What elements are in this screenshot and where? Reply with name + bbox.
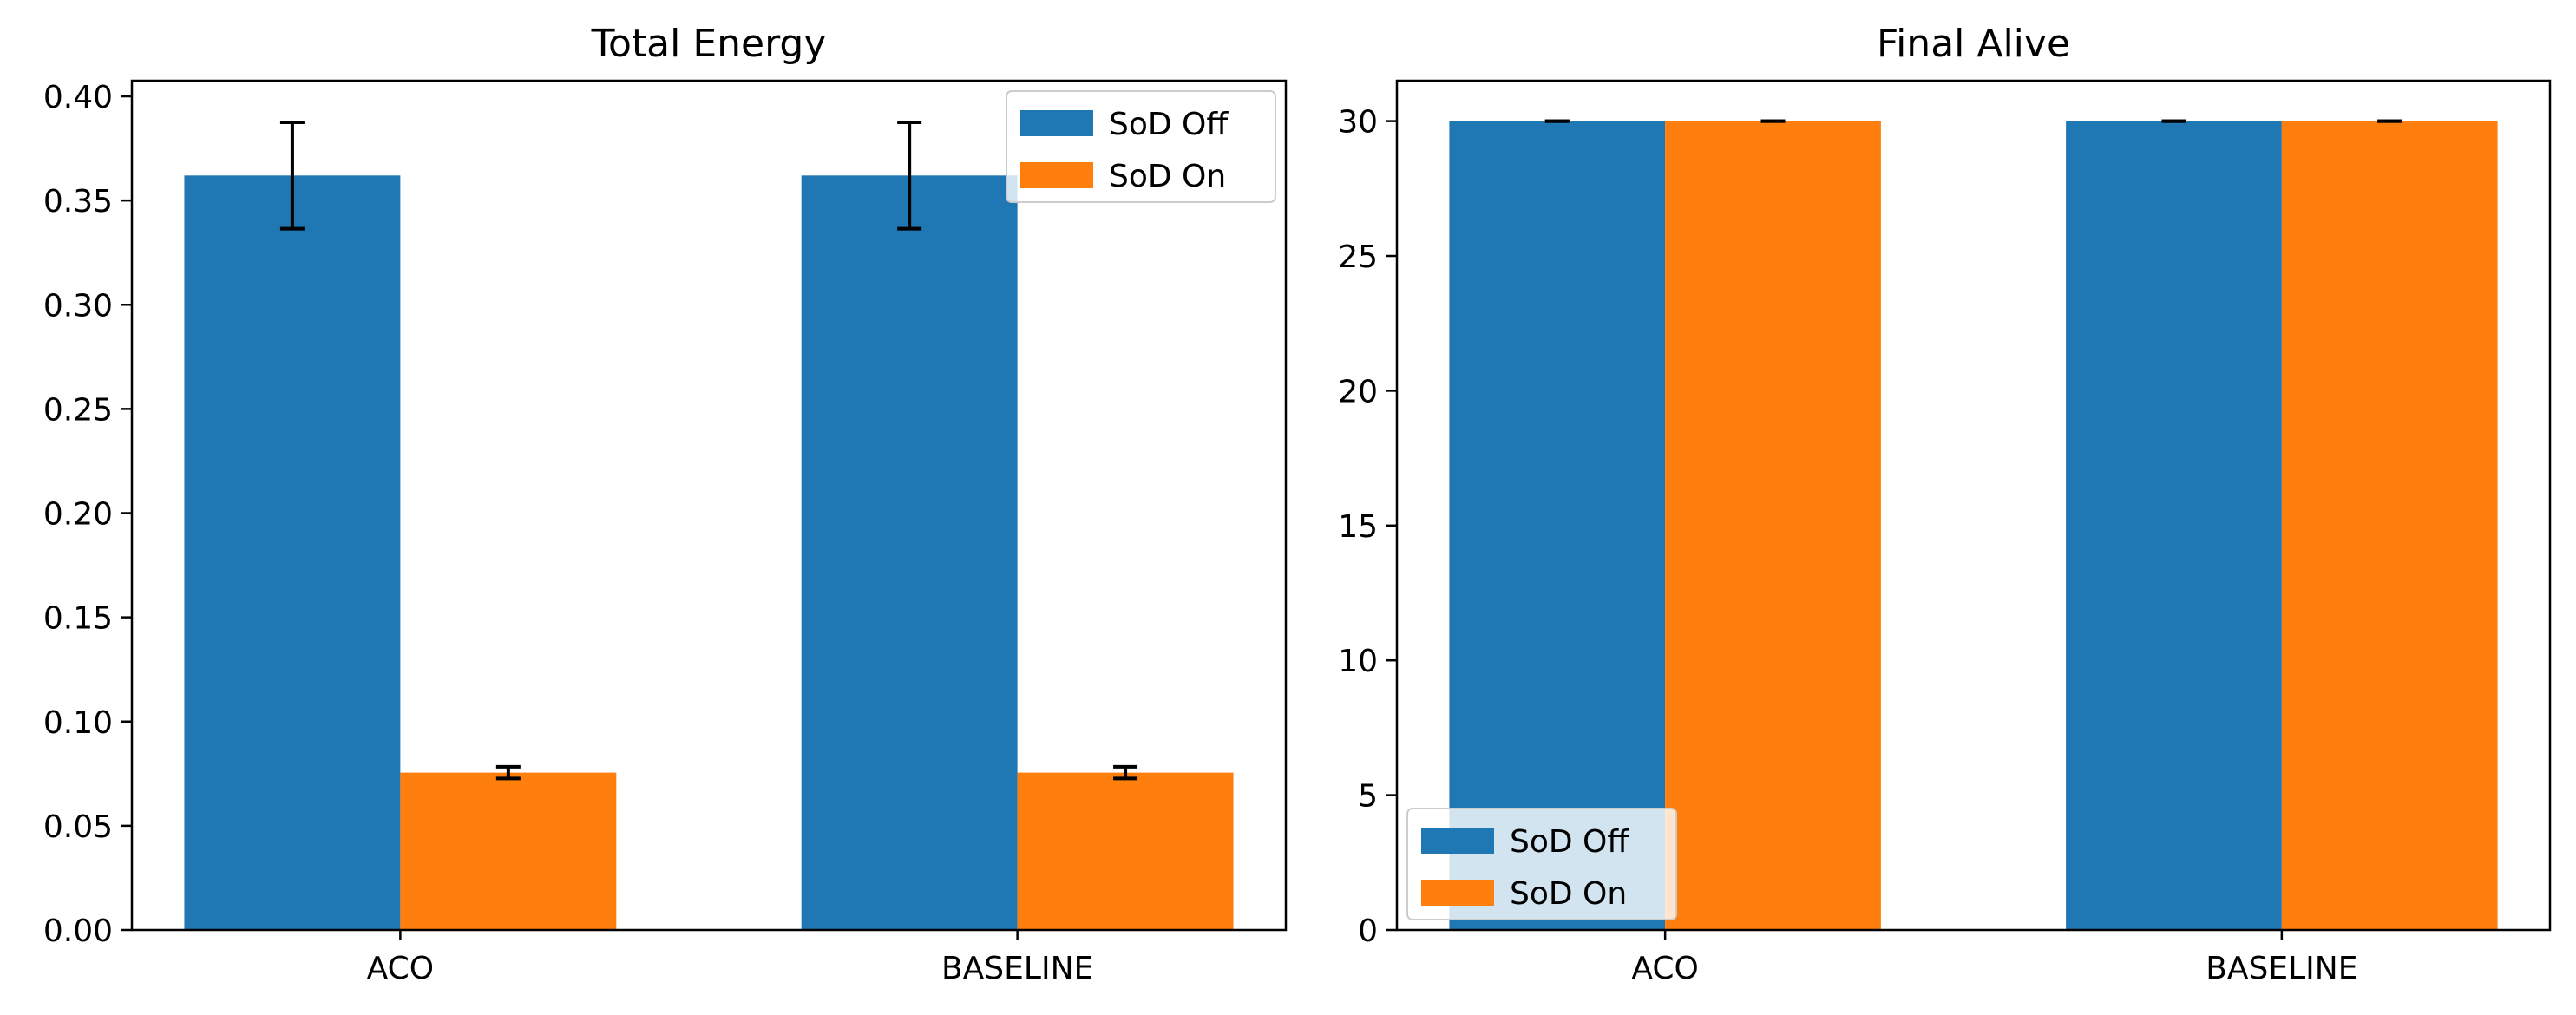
bar-baseline-sod-off [801, 175, 1018, 931]
legend-label-sod-on: SoD On [1510, 876, 1627, 912]
bar-aco-sod-off [1449, 121, 1666, 931]
y-tick-label: 0.05 [43, 809, 113, 845]
errorbar-aco-sod-on [495, 764, 521, 781]
subplot-1: 0.00 0.05 0.10 0.15 0.20 0.25 0.30 0.35 0.40 ACO B… [43, 22, 1288, 986]
y-tick-label: 0.40 [43, 80, 113, 115]
legend-swatch-sod-on [1020, 162, 1093, 188]
axes-frame [1395, 79, 2552, 932]
subplot-2: 0 5 10 15 20 25 30 ACO BASELINE Final Alive SoD Of… [1338, 22, 2552, 986]
legend-label-sod-off: SoD Off [1510, 824, 1629, 860]
y-tick-label: 5 [1358, 779, 1378, 815]
chart-title: Final Alive [1877, 22, 2070, 66]
legend-label-sod-off: SoD Off [1109, 107, 1229, 142]
y-tick-label: 0.10 [43, 705, 113, 741]
legend-swatch-sod-on [1421, 880, 1494, 906]
x-tick-label: ACO [367, 951, 434, 986]
chart-title: Total Energy [591, 22, 827, 66]
x-tick-label: BASELINE [941, 951, 1093, 986]
y-tick-label: 15 [1338, 509, 1378, 545]
errorbar-baseline-sod-off [897, 121, 922, 231]
x-tick-label: BASELINE [2206, 951, 2357, 986]
y-tick-label: 0.00 [43, 914, 113, 949]
y-tick-label: 20 [1338, 374, 1378, 409]
bar-baseline-sod-off [2066, 121, 2282, 931]
bar-aco-sod-on [400, 772, 617, 930]
x-tick-label: ACO [1631, 951, 1698, 986]
legend-swatch-sod-off [1020, 110, 1093, 136]
bar-aco-sod-off [184, 175, 401, 931]
y-tick-label: 0.20 [43, 497, 113, 533]
legend-label-sod-on: SoD On [1109, 159, 1226, 194]
legend: SoD Off SoD On [1006, 90, 1276, 203]
bar-baseline-sod-on [2281, 121, 2498, 931]
errorbar-baseline-sod-on [1113, 764, 1138, 781]
y-tick-label: 0.35 [43, 184, 113, 219]
y-tick-label: 0.25 [43, 392, 113, 428]
y-tick-label: 25 [1338, 239, 1378, 275]
y-tick-label: 0.15 [43, 601, 113, 637]
errorbar-aco-sod-off [279, 121, 305, 231]
legend-swatch-sod-off [1421, 828, 1494, 854]
y-tick-label: 0.30 [43, 288, 113, 324]
bar-aco-sod-on [1665, 121, 1881, 931]
y-tick-label: 0 [1358, 914, 1378, 949]
bar-baseline-sod-on [1017, 772, 1234, 930]
y-tick-label: 30 [1338, 105, 1378, 141]
legend: SoD Off SoD On [1406, 808, 1677, 920]
axes-frame [130, 79, 1288, 932]
y-tick-label: 10 [1338, 644, 1378, 679]
